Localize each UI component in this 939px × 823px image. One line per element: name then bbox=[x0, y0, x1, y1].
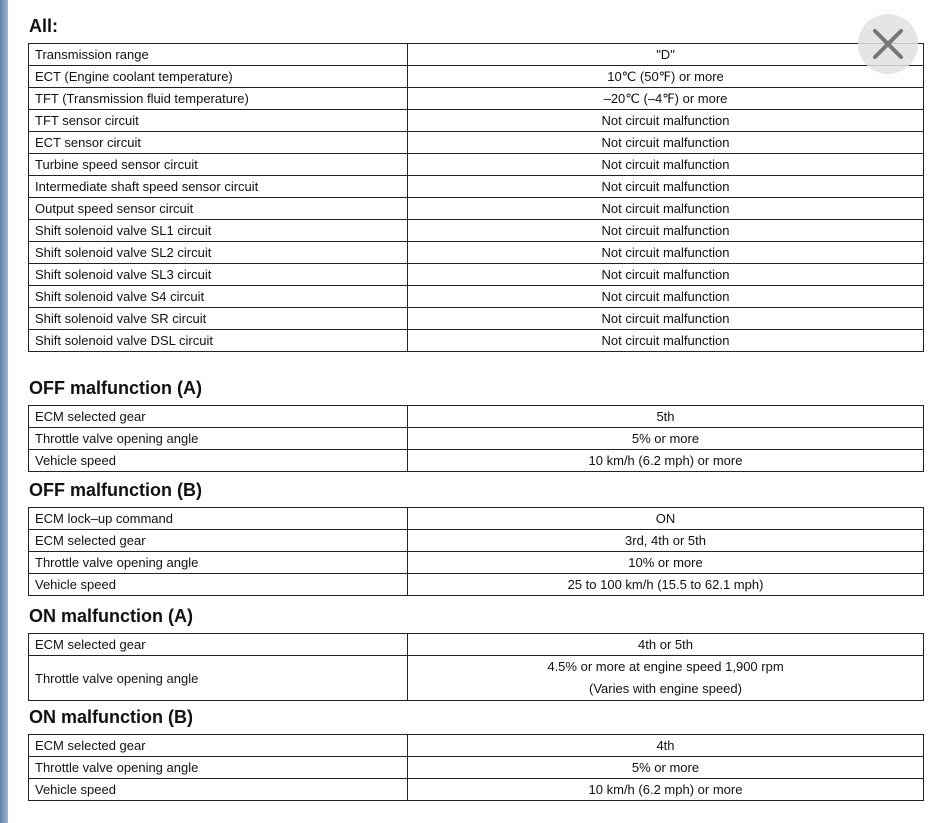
condition-item: Intermediate shaft speed sensor circuit bbox=[28, 175, 408, 198]
condition-value: 4.5% or more at engine speed 1,900 rpm (V… bbox=[407, 655, 924, 701]
table-row: Shift solenoid valve DSL circuit Not circ… bbox=[28, 329, 924, 352]
condition-item: Vehicle speed bbox=[28, 573, 408, 596]
condition-value: Not circuit malfunction bbox=[407, 329, 924, 352]
condition-value-line: 4.5% or more at engine speed 1,900 rpm bbox=[547, 659, 784, 674]
condition-value: Not circuit malfunction bbox=[407, 175, 924, 198]
condition-value: 10 km/h (6.2 mph) or more bbox=[407, 449, 924, 472]
condition-item: ECM selected gear bbox=[28, 734, 408, 757]
condition-item: ECM lock–up command bbox=[28, 507, 408, 530]
section-heading: OFF malfunction (A) bbox=[29, 378, 202, 398]
table-row: Vehicle speed 10 km/h (6.2 mph) or more bbox=[28, 778, 924, 801]
table-row: Throttle valve opening angle 5% or more bbox=[28, 427, 924, 450]
table-row: Throttle valve opening angle 4.5% or more… bbox=[28, 655, 924, 701]
table-row: Output speed sensor circuit Not circuit m… bbox=[28, 197, 924, 220]
condition-value: Not circuit malfunction bbox=[407, 109, 924, 132]
close-icon bbox=[873, 29, 903, 59]
condition-item: Throttle valve opening angle bbox=[28, 427, 408, 450]
table-row: ECM selected gear 3rd, 4th or 5th bbox=[28, 529, 924, 552]
condition-item: Vehicle speed bbox=[28, 449, 408, 472]
condition-value: 25 to 100 km/h (15.5 to 62.1 mph) bbox=[407, 573, 924, 596]
condition-table: Transmission range "D" ECT (Engine coolant… bbox=[28, 43, 924, 352]
table-row: TFT (Transmission fluid temperature) –20℃… bbox=[28, 87, 924, 110]
condition-value: 10℃ (50℉) or more bbox=[407, 65, 924, 88]
close-button[interactable] bbox=[858, 14, 918, 74]
condition-item: Shift solenoid valve SR circuit bbox=[28, 307, 408, 330]
table-row: Shift solenoid valve SR circuit Not circu… bbox=[28, 307, 924, 330]
condition-item: ECM selected gear bbox=[28, 405, 408, 428]
table-row: Vehicle speed 25 to 100 km/h (15.5 to 62.… bbox=[28, 573, 924, 596]
condition-value: 3rd, 4th or 5th bbox=[407, 529, 924, 552]
condition-table: ECM lock–up command ON ECM selected gear 3r… bbox=[28, 507, 924, 596]
condition-value: Not circuit malfunction bbox=[407, 131, 924, 154]
condition-value: Not circuit malfunction bbox=[407, 241, 924, 264]
condition-item: Shift solenoid valve DSL circuit bbox=[28, 329, 408, 352]
condition-value: 4th bbox=[407, 734, 924, 757]
condition-item: Shift solenoid valve S4 circuit bbox=[28, 285, 408, 308]
table-row: ECM selected gear 5th bbox=[28, 405, 924, 428]
section-heading: ON malfunction (B) bbox=[29, 707, 193, 727]
condition-item: Turbine speed sensor circuit bbox=[28, 153, 408, 176]
condition-value: 10 km/h (6.2 mph) or more bbox=[407, 778, 924, 801]
section-heading: ON malfunction (A) bbox=[29, 606, 193, 626]
condition-item: Shift solenoid valve SL3 circuit bbox=[28, 263, 408, 286]
table-row: ECT sensor circuit Not circuit malfunctio… bbox=[28, 131, 924, 154]
condition-value: –20℃ (–4℉) or more bbox=[407, 87, 924, 110]
condition-value: 5th bbox=[407, 405, 924, 428]
condition-item: ECT (Engine coolant temperature) bbox=[28, 65, 408, 88]
condition-value: 10% or more bbox=[407, 551, 924, 574]
condition-item: Throttle valve opening angle bbox=[28, 655, 408, 701]
table-row: ECM lock–up command ON bbox=[28, 507, 924, 530]
condition-value: Not circuit malfunction bbox=[407, 285, 924, 308]
table-row: Vehicle speed 10 km/h (6.2 mph) or more bbox=[28, 449, 924, 472]
table-row: Intermediate shaft speed sensor circuit N… bbox=[28, 175, 924, 198]
table-row: Throttle valve opening angle 10% or more bbox=[28, 551, 924, 574]
condition-value: Not circuit malfunction bbox=[407, 307, 924, 330]
section-heading: OFF malfunction (B) bbox=[29, 480, 202, 500]
condition-value: Not circuit malfunction bbox=[407, 153, 924, 176]
condition-item: Throttle valve opening angle bbox=[28, 551, 408, 574]
condition-table: ECM selected gear 4th or 5th Throttle valv… bbox=[28, 633, 924, 701]
condition-value: Not circuit malfunction bbox=[407, 263, 924, 286]
condition-table: ECM selected gear 4th Throttle valve openi… bbox=[28, 734, 924, 801]
table-row: ECM selected gear 4th bbox=[28, 734, 924, 757]
condition-value: Not circuit malfunction bbox=[407, 197, 924, 220]
table-row: Shift solenoid valve SL2 circuit Not circ… bbox=[28, 241, 924, 264]
table-row: Shift solenoid valve SL1 circuit Not circ… bbox=[28, 219, 924, 242]
condition-item: TFT sensor circuit bbox=[28, 109, 408, 132]
condition-item: Throttle valve opening angle bbox=[28, 756, 408, 779]
condition-item: ECM selected gear bbox=[28, 529, 408, 552]
condition-item: ECT sensor circuit bbox=[28, 131, 408, 154]
table-row: Shift solenoid valve SL3 circuit Not circ… bbox=[28, 263, 924, 286]
table-row: Shift solenoid valve S4 circuit Not circu… bbox=[28, 285, 924, 308]
table-row: Turbine speed sensor circuit Not circuit … bbox=[28, 153, 924, 176]
condition-item: Output speed sensor circuit bbox=[28, 197, 408, 220]
condition-item: Vehicle speed bbox=[28, 778, 408, 801]
condition-item: Shift solenoid valve SL2 circuit bbox=[28, 241, 408, 264]
condition-value-line: (Varies with engine speed) bbox=[589, 681, 742, 696]
table-row: TFT sensor circuit Not circuit malfunctio… bbox=[28, 109, 924, 132]
condition-value: Not circuit malfunction bbox=[407, 219, 924, 242]
table-row: ECM selected gear 4th or 5th bbox=[28, 633, 924, 656]
table-row: ECT (Engine coolant temperature) 10℃ (50℉… bbox=[28, 65, 924, 88]
condition-value: 5% or more bbox=[407, 756, 924, 779]
condition-item: ECM selected gear bbox=[28, 633, 408, 656]
condition-value: ON bbox=[407, 507, 924, 530]
condition-table: ECM selected gear 5th Throttle valve openi… bbox=[28, 405, 924, 472]
condition-value: "D" bbox=[407, 43, 924, 66]
condition-item: Transmission range bbox=[28, 43, 408, 66]
condition-item: Shift solenoid valve SL1 circuit bbox=[28, 219, 408, 242]
condition-value: 4th or 5th bbox=[407, 633, 924, 656]
section-heading: All: bbox=[29, 16, 58, 36]
window-edge bbox=[0, 0, 8, 823]
table-row: Throttle valve opening angle 5% or more bbox=[28, 756, 924, 779]
condition-value: 5% or more bbox=[407, 427, 924, 450]
table-row: Transmission range "D" bbox=[28, 43, 924, 66]
condition-item: TFT (Transmission fluid temperature) bbox=[28, 87, 408, 110]
